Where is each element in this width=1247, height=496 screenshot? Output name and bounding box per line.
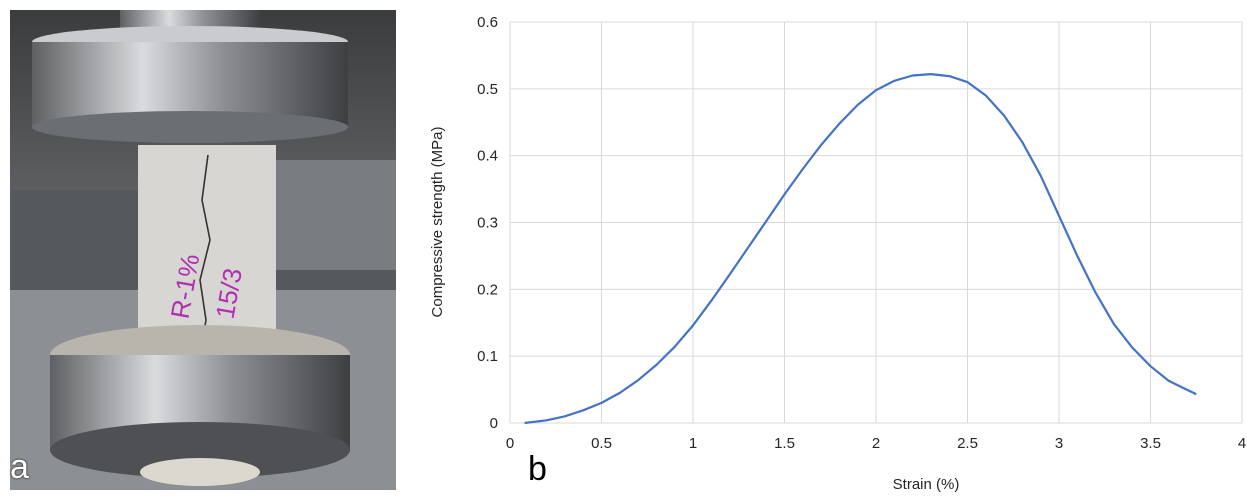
x-tick-label: 4 xyxy=(1238,435,1246,452)
y-tick-label: 0.6 xyxy=(477,14,498,31)
y-tick-label: 0.4 xyxy=(477,148,498,165)
x-tick-label: 0 xyxy=(506,435,514,452)
y-tick-label: 0.3 xyxy=(477,215,498,232)
x-tick-label: 3 xyxy=(1055,435,1063,452)
compression-test-image: R-1% 15/3 xyxy=(10,10,396,490)
stress-strain-chart: 0 0.1 0.2 0.3 0.4 0.5 0.6 0 0.5 1 1.5 2 2.5 3 3.5 4 Co… xyxy=(429,14,1246,493)
y-axis-ticks: 0 0.1 0.2 0.3 0.4 0.5 0.6 xyxy=(477,14,498,432)
x-tick-label: 1 xyxy=(689,435,697,452)
x-axis-title: Strain (%) xyxy=(893,476,960,493)
y-tick-label: 0.2 xyxy=(477,281,498,298)
strength-strain-line xyxy=(524,73,1197,425)
chart-grid xyxy=(509,21,1243,424)
x-tick-label: 2 xyxy=(872,435,880,452)
panel-a-label: a xyxy=(10,448,29,486)
y-axis-title: Compressive strength (MPa) xyxy=(429,127,446,318)
panel-b-label: b xyxy=(528,450,547,488)
chart-series xyxy=(524,73,1197,425)
x-tick-label: 2.5 xyxy=(957,435,978,452)
x-tick-label: 0.5 xyxy=(591,435,612,452)
y-tick-label: 0 xyxy=(490,415,498,432)
specimen-photo: R-1% 15/3 xyxy=(10,10,396,490)
x-tick-label: 3.5 xyxy=(1140,435,1161,452)
x-axis-ticks: 0 0.5 1 1.5 2 2.5 3 3.5 4 xyxy=(506,435,1246,452)
y-tick-label: 0.1 xyxy=(477,348,498,365)
x-tick-label: 1.5 xyxy=(774,435,795,452)
y-tick-label: 0.5 xyxy=(477,81,498,98)
